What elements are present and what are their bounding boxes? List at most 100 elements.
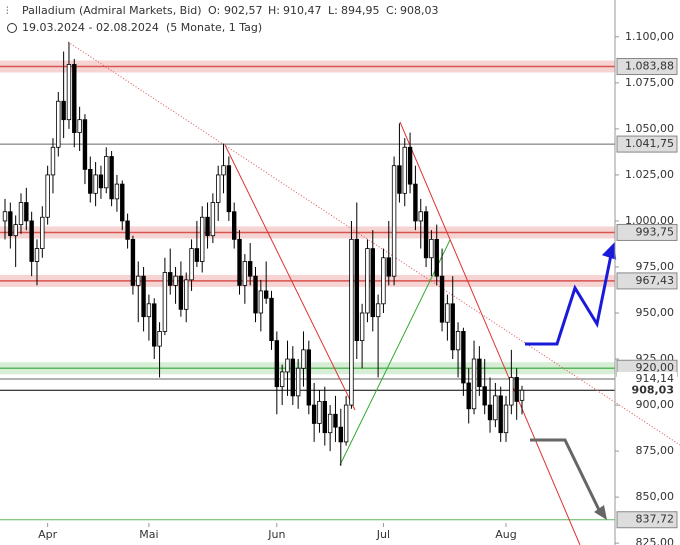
candle-body (50, 146, 56, 176)
candle-body (370, 248, 375, 318)
x-tick-label: Mai (139, 528, 158, 541)
level-label-box (616, 223, 678, 241)
candle-body (194, 248, 200, 262)
candle-body (173, 275, 178, 286)
candle-body (242, 261, 248, 286)
candle-body (322, 400, 327, 434)
level-label: 1.083,88 (625, 60, 674, 73)
candle-body (402, 146, 407, 194)
candle-body (290, 358, 296, 397)
level-label: 1.041,75 (625, 137, 674, 150)
candle-body (210, 202, 216, 237)
candle-body (338, 426, 343, 443)
candle-body (413, 183, 418, 222)
candle-body (120, 183, 125, 222)
level-label-box (616, 135, 678, 153)
trendlines (67, 41, 680, 545)
candle-body (343, 404, 349, 443)
candle-body (482, 386, 487, 406)
c-value: 908,03 (400, 4, 439, 17)
header: ⫶ Palladium (Admiral Markets, Bid) O: 90… (6, 4, 439, 34)
candle-body (77, 119, 82, 133)
candle-body (466, 382, 471, 410)
candle-body (109, 156, 114, 200)
y-tick-label: 1.050,00 (625, 122, 674, 135)
candle-body (397, 165, 402, 194)
candle-body (274, 340, 280, 388)
candle-body (498, 395, 503, 434)
candle-body (279, 371, 285, 388)
candle-body (514, 377, 519, 402)
candle-body (56, 100, 61, 148)
candle-body (429, 238, 434, 259)
l-value: 894,95 (341, 4, 380, 17)
candle-body (18, 202, 24, 226)
y-tick-label: 950,00 (636, 306, 675, 319)
candle-body (439, 275, 445, 323)
y-tick-label: 1.075,00 (625, 76, 674, 89)
candle-body (487, 404, 493, 421)
candle-body (162, 272, 168, 332)
date-span: (5 Monate, 1 Tag) (166, 21, 262, 34)
level-label-box (616, 272, 678, 290)
candle-body (61, 100, 66, 121)
candle-body (168, 272, 173, 286)
level-label: 914,14 (636, 372, 675, 385)
candle-body (114, 183, 120, 200)
l-label: L: (328, 4, 338, 17)
candle-body (247, 261, 253, 277)
h-label: H: (268, 4, 280, 17)
candle-body (237, 238, 242, 286)
level-label: 993,75 (636, 225, 675, 238)
candle-body (189, 248, 194, 281)
candle-body (98, 174, 104, 189)
candle-body (258, 290, 264, 314)
level-label-box (617, 372, 677, 387)
candle-body (93, 174, 98, 194)
y-tick-label: 900,00 (636, 398, 675, 411)
level-label: 837,72 (636, 513, 675, 526)
candle-body (327, 413, 333, 434)
x-tick-label: Aug (495, 528, 516, 541)
candle-body (72, 64, 77, 133)
candle-body (13, 224, 18, 237)
y-tick-label: 1.100,00 (625, 30, 674, 43)
date-range: 19.03.2024 - 02.08.2024 (22, 21, 159, 34)
candle-body (125, 220, 130, 240)
icon: ⫶ (6, 6, 9, 17)
candle-body (178, 275, 184, 310)
candle-body (269, 297, 274, 342)
candle-body (146, 303, 152, 318)
candle-body (263, 290, 269, 299)
candle-body (157, 331, 162, 347)
y-tick-label: 875,00 (636, 444, 675, 457)
level-label: 920,00 (636, 361, 675, 374)
candle-body (8, 211, 13, 237)
candle-body (391, 165, 397, 277)
candle-body (493, 395, 498, 421)
candle-body (445, 303, 450, 323)
candle-body (317, 400, 322, 424)
candle-body (152, 303, 157, 347)
level-label: 967,43 (636, 274, 675, 287)
clock-icon (7, 23, 17, 33)
candle-body (509, 377, 514, 406)
candle-body (45, 174, 50, 218)
candle-body (29, 220, 34, 262)
candle-body (349, 238, 354, 406)
candle-body (136, 275, 141, 286)
h-value: 910,47 (283, 4, 322, 17)
candle-body (66, 64, 72, 121)
candle-body (365, 248, 370, 314)
level-label-box (616, 58, 678, 76)
candle-body (226, 165, 232, 213)
candle-body (231, 211, 237, 240)
candle-body (450, 303, 455, 351)
candle-body (285, 358, 290, 373)
level-label: 908,03 (632, 383, 674, 396)
candle-body (295, 367, 301, 397)
o-label: O: (208, 4, 220, 17)
candle-body (519, 389, 525, 401)
candle-body (418, 211, 423, 222)
